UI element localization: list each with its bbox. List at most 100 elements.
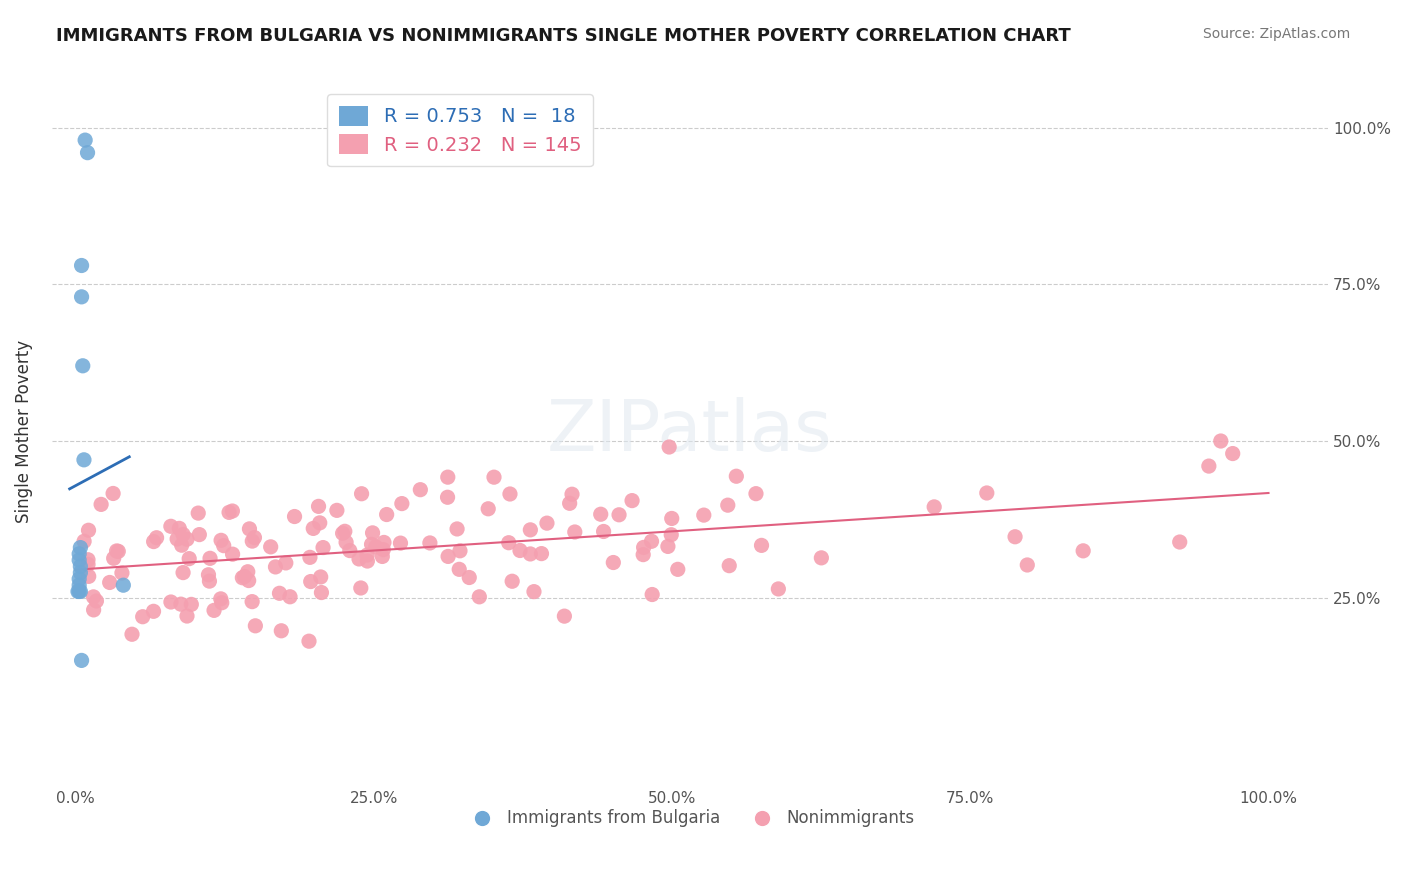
Point [75, 133, 97, 147]
Point [536, 516, 558, 530]
Point [70, 653, 93, 667]
Point [309, 570, 332, 584]
Point [437, 549, 460, 564]
Point [69, 559, 91, 574]
Point [101, 486, 124, 500]
Point [278, 590, 301, 604]
Point [1004, 530, 1026, 544]
Point [718, 558, 741, 573]
Point [209, 591, 232, 606]
Text: Source: ZipAtlas.com: Source: ZipAtlas.com [1202, 27, 1350, 41]
Point [564, 524, 586, 539]
Point [236, 565, 259, 579]
Point [77, 552, 100, 566]
Point [602, 556, 624, 570]
Point [347, 552, 370, 566]
Point [112, 578, 135, 592]
Point [73, 452, 96, 467]
Point [350, 487, 373, 501]
Point [240, 594, 263, 608]
Point [67, 572, 90, 586]
Point [468, 590, 491, 604]
Point [198, 551, 221, 566]
Point [77, 558, 100, 572]
Point [221, 547, 243, 561]
Point [70, 290, 93, 304]
Point [640, 534, 662, 549]
Point [66, 584, 89, 599]
Point [1198, 459, 1220, 474]
Point [160, 519, 183, 533]
Point [661, 511, 683, 525]
Point [373, 542, 395, 557]
Point [350, 581, 373, 595]
Point [170, 538, 193, 552]
Y-axis label: Single Mother Poverty: Single Mother Poverty [15, 340, 32, 524]
Point [77, 569, 100, 583]
Point [238, 574, 260, 588]
Point [98, 575, 121, 590]
Point [105, 544, 128, 558]
Point [389, 536, 412, 550]
Point [172, 527, 194, 541]
Point [299, 574, 322, 589]
Point [641, 588, 664, 602]
Point [745, 486, 768, 500]
Text: IMMIGRANTS FROM BULGARIA VS NONIMMIGRANTS SINGLE MOTHER POVERTY CORRELATION CHAR: IMMIGRANTS FROM BULGARIA VS NONIMMIGRANT… [56, 27, 1071, 45]
Point [169, 521, 191, 535]
Point [76, 145, 98, 160]
Point [67, 547, 90, 561]
Point [77, 523, 100, 537]
Point [218, 505, 240, 519]
Point [482, 470, 505, 484]
Point [592, 524, 614, 539]
Point [131, 609, 153, 624]
Point [69, 566, 91, 580]
Point [621, 493, 644, 508]
Point [308, 516, 330, 530]
Point [221, 504, 243, 518]
Point [725, 469, 748, 483]
Point [240, 534, 263, 549]
Point [1017, 558, 1039, 572]
Point [658, 440, 681, 454]
Point [1222, 446, 1244, 460]
Point [231, 571, 253, 585]
Point [509, 543, 531, 558]
Point [67, 578, 90, 592]
Point [274, 556, 297, 570]
Point [553, 609, 575, 624]
Point [810, 550, 832, 565]
Point [308, 500, 330, 514]
Point [245, 619, 267, 633]
Point [166, 532, 188, 546]
Point [326, 503, 349, 517]
Point [693, 508, 716, 522]
Point [188, 527, 211, 541]
Point [523, 584, 546, 599]
Point [72, 359, 94, 373]
Point [160, 595, 183, 609]
Point [449, 562, 471, 576]
Point [333, 524, 356, 539]
Point [270, 624, 292, 638]
Point [260, 540, 283, 554]
Point [501, 574, 523, 589]
Point [243, 531, 266, 545]
Point [449, 543, 471, 558]
Point [364, 540, 387, 554]
Point [419, 536, 441, 550]
Point [302, 521, 325, 535]
Point [172, 566, 194, 580]
Point [90, 497, 112, 511]
Point [107, 544, 129, 558]
Point [335, 535, 357, 549]
Point [298, 634, 321, 648]
Point [298, 550, 321, 565]
Point [477, 501, 499, 516]
Point [145, 531, 167, 545]
Point [436, 490, 458, 504]
Point [121, 627, 143, 641]
Point [67, 553, 90, 567]
Point [332, 526, 354, 541]
